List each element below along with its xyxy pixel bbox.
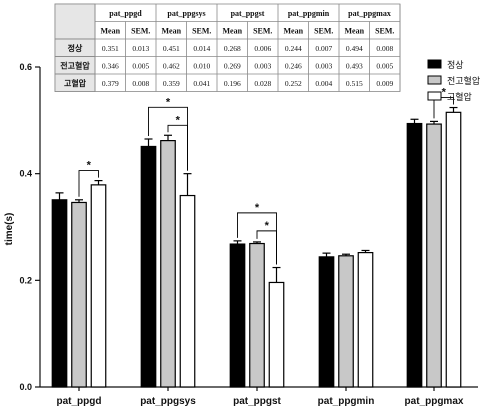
table-cell: 0.014 [193, 44, 210, 53]
bar-pat_ppgmin-series-2 [357, 252, 374, 388]
table-row-label: 정상 [68, 43, 83, 53]
y-tick-label: 0.4 [19, 169, 32, 179]
legend-label: 정상 [447, 60, 464, 71]
table-header: pat_ppgst [231, 9, 265, 18]
significance-bracket [237, 212, 277, 265]
bar-pat_ppgmax-series-0 [406, 122, 423, 388]
x-tick-label: pat_ppgmin [318, 396, 375, 407]
y-axis-title: time(s) [4, 213, 15, 246]
significance-star: * [176, 114, 181, 126]
table-row-label: 고혈압 [64, 78, 87, 88]
table-subheader: SEM. [131, 26, 150, 35]
significance-bracket [433, 97, 454, 119]
bar-pat_ppgsys-series-1 [160, 140, 176, 388]
table-subheader: SEM. [253, 26, 272, 35]
table-corner-cell [54, 3, 96, 40]
bar-pat_ppgd-series-1 [71, 201, 87, 388]
significance-bracket [78, 170, 99, 197]
significance-star: * [265, 220, 270, 232]
table-subheader: Mean [161, 26, 181, 35]
significance-star: * [87, 160, 92, 172]
table-subheader: SEM. [314, 26, 333, 35]
table-cell: 0.003 [315, 61, 332, 70]
legend-swatch [427, 91, 442, 101]
bar-pat_ppgmax-series-2 [445, 111, 462, 388]
x-tick-label: pat_ppgd [57, 396, 102, 407]
legend-swatch [427, 59, 442, 69]
table-cell: 0.515 [346, 79, 363, 88]
table-subheader: SEM. [192, 26, 211, 35]
table-header: pat_ppgd [109, 9, 142, 18]
table-cell: 0.041 [193, 79, 210, 88]
bar-pat_ppgmin-series-1 [338, 255, 354, 388]
table-subheader: Mean [100, 26, 120, 35]
y-tick-label: 0.0 [19, 382, 32, 392]
table-cell: 0.028 [254, 79, 271, 88]
significance-star: * [166, 96, 171, 108]
table-cell: 0.351 [102, 44, 119, 53]
table-cell: 0.005 [132, 61, 149, 70]
significance-star: * [442, 87, 447, 99]
bar-pat_ppgd-series-0 [51, 199, 68, 388]
table-cell: 0.346 [102, 61, 119, 70]
bar-pat_ppgst-series-1 [249, 242, 265, 388]
legend-label: 고혈압 [447, 91, 472, 103]
table-cell: 0.009 [376, 79, 393, 88]
table-header: pat_ppgmin [288, 9, 330, 18]
table-cell: 0.252 [285, 79, 302, 88]
bar-pat_ppgmax-series-1 [426, 123, 442, 388]
bar-pat_ppgd-series-2 [90, 184, 107, 388]
y-tick-label: 0.6 [19, 62, 32, 72]
table-cell: 0.379 [102, 79, 119, 88]
table-cell: 0.008 [376, 44, 393, 53]
table-cell: 0.359 [163, 79, 180, 88]
table-subheader: Mean [283, 26, 303, 35]
table-subheader: SEM. [375, 26, 394, 35]
table-header: pat_ppgsys [167, 9, 205, 18]
table-cell: 0.010 [193, 61, 210, 70]
y-tick-label: 0.2 [19, 275, 32, 285]
table-subheader: Mean [344, 26, 364, 35]
x-tick-label: pat_ppgsys [140, 396, 196, 407]
table-cell: 0.246 [285, 61, 302, 70]
significance-bracket [148, 106, 188, 171]
x-tick-label: pat_ppgst [233, 396, 281, 407]
table-cell: 0.006 [254, 44, 271, 53]
table-cell: 0.196 [224, 79, 241, 88]
bar-pat_ppgst-series-0 [229, 243, 246, 388]
table-cell: 0.451 [163, 44, 180, 53]
table-cell: 0.494 [346, 44, 363, 53]
table-row-label: 전고혈압 [60, 60, 90, 70]
table-cell: 0.493 [346, 61, 363, 70]
bar-pat_ppgsys-series-0 [140, 145, 157, 388]
significance-star: * [255, 202, 260, 214]
table-header: pat_ppgmax [348, 9, 391, 18]
table-cell: 0.007 [315, 44, 332, 53]
x-tick-label: pat_ppgmax [405, 396, 464, 407]
legend-label: 전고혈압 [447, 75, 480, 87]
table-cell: 0.005 [376, 61, 393, 70]
table-cell: 0.013 [132, 44, 149, 53]
bar-pat_ppgst-series-2 [268, 281, 285, 388]
bar-pat_ppgsys-series-2 [179, 194, 196, 388]
legend-swatch [427, 75, 442, 85]
table-cell: 0.462 [163, 61, 180, 70]
table-cell: 0.008 [132, 79, 149, 88]
table-cell: 0.269 [224, 61, 241, 70]
bar-pat_ppgmin-series-0 [318, 256, 335, 388]
table-cell: 0.003 [254, 61, 271, 70]
table-subheader: Mean [222, 26, 242, 35]
table-cell: 0.004 [315, 79, 332, 88]
table-cell: 0.244 [285, 44, 302, 53]
table-cell: 0.268 [224, 44, 241, 53]
